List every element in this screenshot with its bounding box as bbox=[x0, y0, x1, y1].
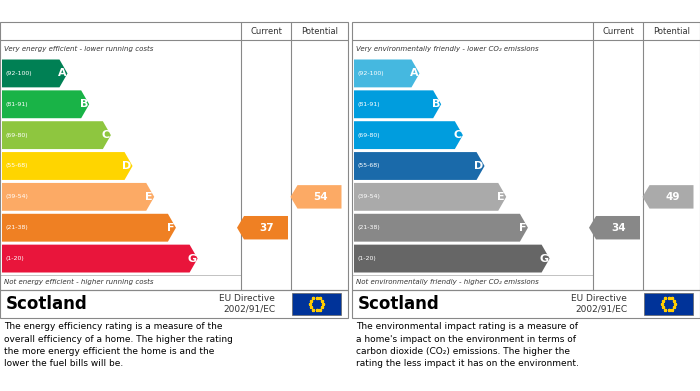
Polygon shape bbox=[2, 214, 176, 242]
Polygon shape bbox=[589, 216, 640, 239]
Text: Not environmentally friendly - higher CO₂ emissions: Not environmentally friendly - higher CO… bbox=[356, 279, 539, 285]
Text: (81-91): (81-91) bbox=[357, 102, 379, 107]
Polygon shape bbox=[2, 90, 89, 118]
Text: (21-38): (21-38) bbox=[5, 225, 28, 230]
Text: EU Directive
2002/91/EC: EU Directive 2002/91/EC bbox=[571, 294, 627, 314]
Text: EU Directive
2002/91/EC: EU Directive 2002/91/EC bbox=[219, 294, 275, 314]
Polygon shape bbox=[354, 214, 528, 242]
Polygon shape bbox=[354, 152, 484, 180]
Text: A: A bbox=[57, 68, 66, 79]
Text: Energy Efficiency Rating: Energy Efficiency Rating bbox=[6, 5, 178, 18]
Text: Very environmentally friendly - lower CO₂ emissions: Very environmentally friendly - lower CO… bbox=[356, 46, 538, 52]
Text: Scotland: Scotland bbox=[358, 295, 440, 313]
Text: The environmental impact rating is a measure of
a home's impact on the environme: The environmental impact rating is a mea… bbox=[356, 322, 579, 368]
Text: A: A bbox=[410, 68, 419, 79]
Text: (39-54): (39-54) bbox=[357, 194, 380, 199]
Text: (55-68): (55-68) bbox=[5, 163, 27, 169]
Text: Potential: Potential bbox=[653, 27, 690, 36]
Text: G: G bbox=[539, 254, 548, 264]
Text: (1-20): (1-20) bbox=[357, 256, 376, 261]
Text: 37: 37 bbox=[260, 223, 274, 233]
Text: (81-91): (81-91) bbox=[5, 102, 27, 107]
Polygon shape bbox=[2, 152, 132, 180]
Text: C: C bbox=[102, 130, 110, 140]
Polygon shape bbox=[354, 59, 419, 87]
Text: (92-100): (92-100) bbox=[5, 71, 32, 76]
Text: E: E bbox=[146, 192, 153, 202]
Text: D: D bbox=[474, 161, 483, 171]
Polygon shape bbox=[237, 216, 288, 239]
Polygon shape bbox=[643, 185, 694, 208]
Text: (55-68): (55-68) bbox=[357, 163, 379, 169]
Text: Not energy efficient - higher running costs: Not energy efficient - higher running co… bbox=[4, 279, 153, 285]
Bar bbox=[644, 292, 693, 316]
Polygon shape bbox=[2, 245, 197, 273]
Polygon shape bbox=[354, 90, 441, 118]
Text: E: E bbox=[498, 192, 505, 202]
Text: (39-54): (39-54) bbox=[5, 194, 28, 199]
Polygon shape bbox=[354, 121, 463, 149]
Text: Very energy efficient - lower running costs: Very energy efficient - lower running co… bbox=[4, 46, 153, 52]
Text: B: B bbox=[432, 99, 440, 109]
Text: Potential: Potential bbox=[301, 27, 338, 36]
Polygon shape bbox=[290, 185, 342, 208]
Text: Environmental Impact (CO₂) Rating: Environmental Impact (CO₂) Rating bbox=[358, 5, 604, 18]
Text: 34: 34 bbox=[612, 223, 626, 233]
Text: C: C bbox=[454, 130, 462, 140]
Text: Current: Current bbox=[250, 27, 282, 36]
Polygon shape bbox=[2, 121, 111, 149]
Text: 54: 54 bbox=[313, 192, 328, 202]
Text: (92-100): (92-100) bbox=[357, 71, 384, 76]
Text: D: D bbox=[122, 161, 132, 171]
Text: (1-20): (1-20) bbox=[5, 256, 24, 261]
Polygon shape bbox=[354, 183, 506, 211]
Text: F: F bbox=[167, 223, 175, 233]
Polygon shape bbox=[354, 245, 550, 273]
Text: B: B bbox=[80, 99, 88, 109]
Text: G: G bbox=[188, 254, 197, 264]
Text: The energy efficiency rating is a measure of the
overall efficiency of a home. T: The energy efficiency rating is a measur… bbox=[4, 322, 233, 368]
Polygon shape bbox=[2, 59, 67, 87]
Text: Current: Current bbox=[602, 27, 634, 36]
Text: (69-80): (69-80) bbox=[5, 133, 27, 138]
Text: 49: 49 bbox=[665, 192, 680, 202]
Text: Scotland: Scotland bbox=[6, 295, 88, 313]
Polygon shape bbox=[2, 183, 154, 211]
Text: (21-38): (21-38) bbox=[357, 225, 379, 230]
Text: F: F bbox=[519, 223, 526, 233]
Text: (69-80): (69-80) bbox=[357, 133, 379, 138]
Bar bbox=[293, 292, 341, 316]
